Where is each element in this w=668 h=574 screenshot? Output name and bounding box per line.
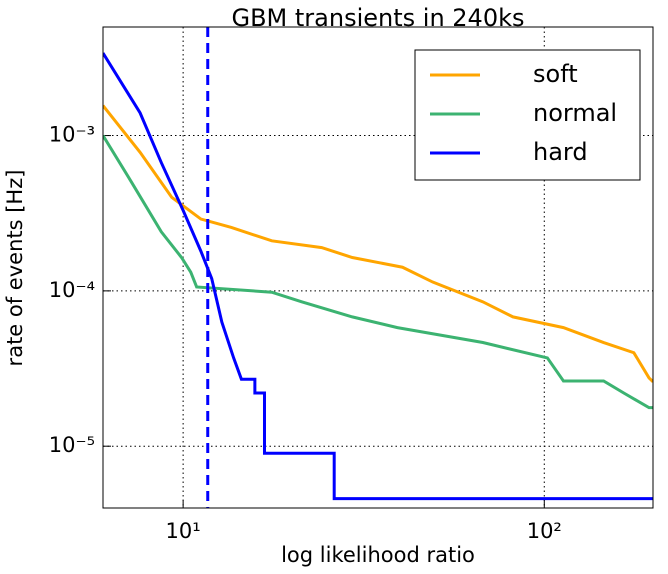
y-tick-label: 10⁻⁵	[49, 433, 95, 457]
chart-title: GBM transients in 240ks	[231, 4, 524, 32]
y-tick-label: 10⁻³	[49, 123, 95, 147]
legend-label: normal	[533, 99, 617, 127]
y-axis-label: rate of events [Hz]	[3, 170, 27, 367]
x-tick-label: 10²	[527, 519, 562, 543]
y-tick-label: 10⁻⁴	[49, 278, 95, 302]
series-line	[103, 52, 653, 501]
x-tick-label: 10¹	[166, 519, 201, 543]
x-axis-label: log likelihood ratio	[281, 543, 475, 567]
series-line	[103, 134, 653, 410]
legend-label: soft	[533, 60, 578, 88]
legend-label: hard	[533, 138, 588, 166]
series-line	[103, 104, 653, 383]
plot-frame	[102, 26, 654, 509]
